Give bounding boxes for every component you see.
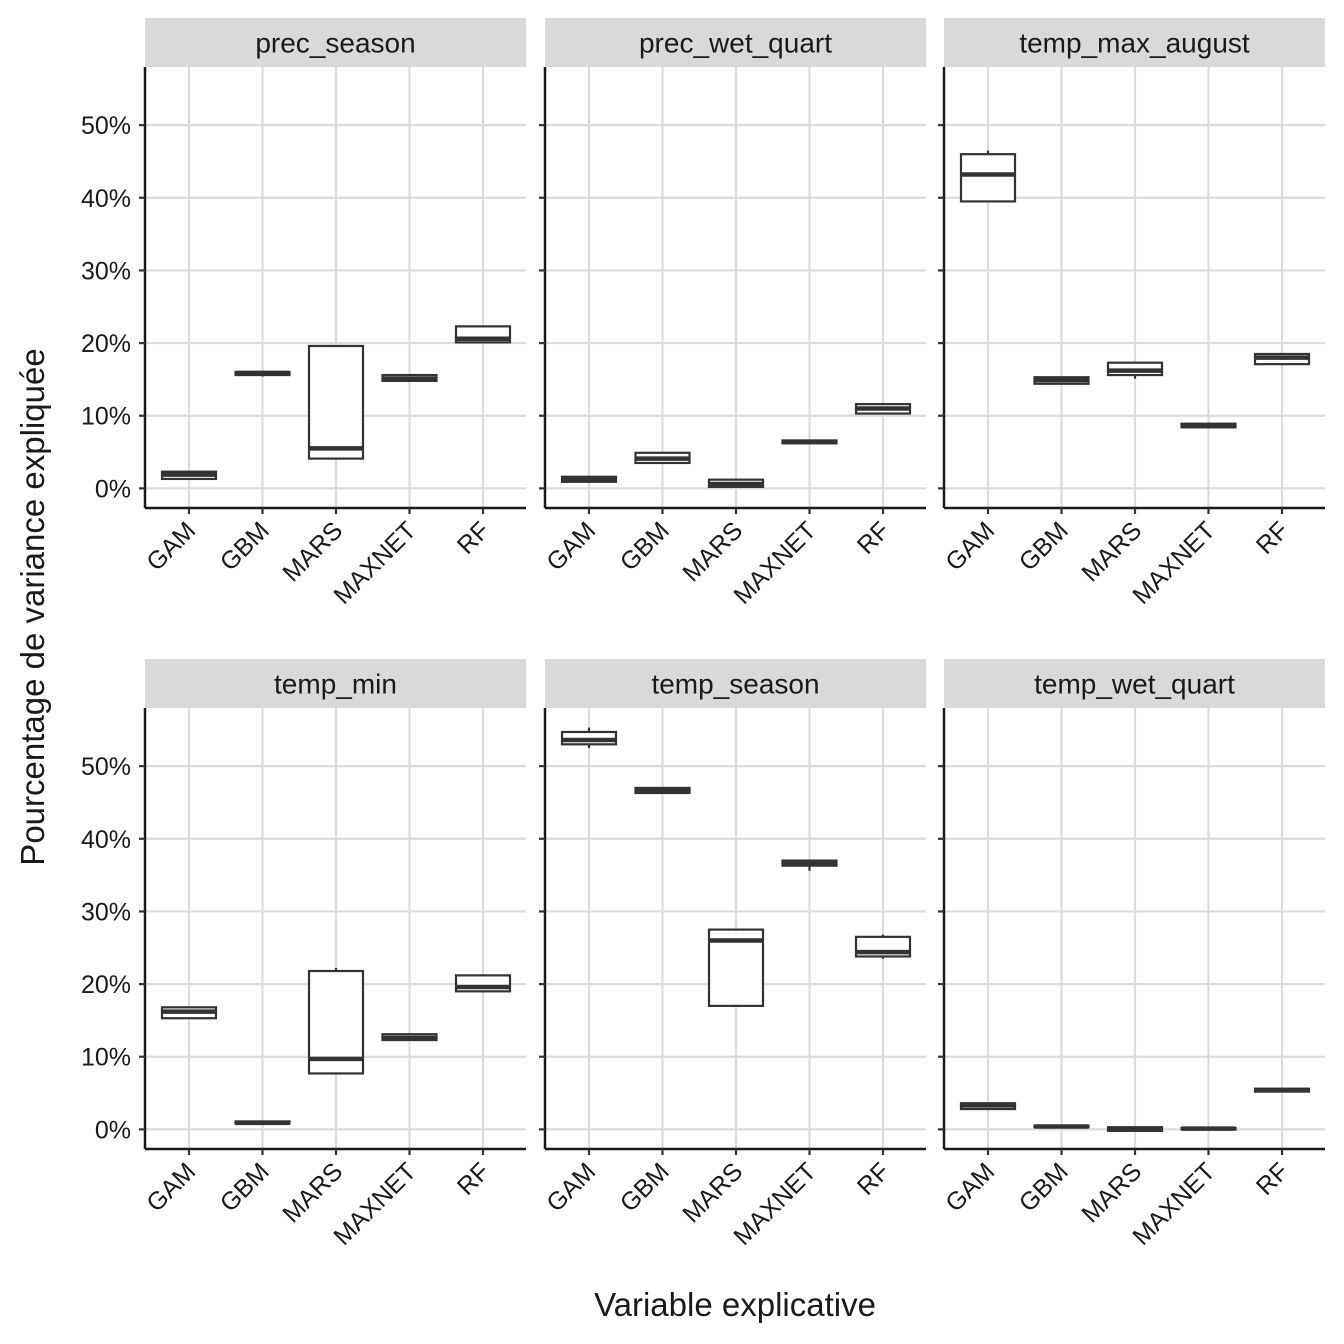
box-gbm <box>1033 1124 1090 1129</box>
box-gam <box>959 150 1017 203</box>
y-tick-label: 0% <box>95 475 131 503</box>
box-maxnet <box>1180 422 1237 429</box>
box-maxnet <box>381 373 438 382</box>
box-gam <box>160 1006 218 1020</box>
box-mars <box>307 344 365 460</box>
facet-strip <box>944 659 1325 708</box>
box-maxnet <box>781 439 838 445</box>
box-gam <box>959 1102 1017 1111</box>
box-gbm <box>234 1120 291 1126</box>
box-maxnet <box>381 1033 438 1042</box>
y-tick-label: 30% <box>81 257 131 285</box>
y-tick-label: 10% <box>81 1044 131 1072</box>
y-axis-title: Pourcentage de variance expliquée <box>14 348 51 865</box>
y-tick-label: 40% <box>81 185 131 213</box>
facet-strip <box>145 659 526 708</box>
facet-title: temp_max_august <box>1019 28 1250 59</box>
y-tick-label: 20% <box>81 971 131 999</box>
y-tick-label: 10% <box>81 403 131 431</box>
box-gbm <box>1033 376 1090 385</box>
box-body <box>307 969 365 1075</box>
facet-title: temp_min <box>274 669 397 700</box>
y-tick-label: 20% <box>81 330 131 358</box>
box-maxnet <box>1180 1126 1237 1131</box>
box-gam <box>160 470 218 481</box>
box-rf <box>854 934 912 959</box>
box-body <box>959 153 1017 203</box>
facet-title: prec_season <box>255 28 415 59</box>
facet-title: temp_wet_quart <box>1034 669 1235 700</box>
y-tick-label: 0% <box>95 1116 131 1144</box>
box-gbm <box>634 786 691 795</box>
facet-strip <box>545 659 926 708</box>
facet-strip <box>545 18 926 67</box>
box-maxnet <box>781 859 838 871</box>
facet-strip <box>145 18 526 67</box>
box-mars <box>707 478 765 489</box>
box-rf <box>1253 352 1311 366</box>
box-mars <box>1106 361 1164 379</box>
facet-title: prec_wet_quart <box>639 28 832 59</box>
box-body <box>307 344 365 460</box>
box-mars <box>707 928 765 1007</box>
facet-title: temp_season <box>651 669 819 700</box>
box-mars <box>307 968 365 1075</box>
box-gam <box>560 475 618 483</box>
y-tick-label: 30% <box>81 898 131 926</box>
box-gbm <box>234 370 291 377</box>
box-gam <box>560 727 618 748</box>
box-rf <box>454 974 512 993</box>
box-rf <box>1253 1087 1311 1093</box>
box-rf <box>454 325 512 344</box>
y-tick-label: 50% <box>81 753 131 781</box>
y-tick-label: 50% <box>81 112 131 140</box>
x-axis-title: Variable explicative <box>594 1286 876 1323</box>
facet-strip <box>944 18 1325 67</box>
box-rf <box>854 403 912 415</box>
y-tick-label: 40% <box>81 826 131 854</box>
box-mars <box>1106 1126 1164 1132</box>
box-gbm <box>634 451 691 465</box>
